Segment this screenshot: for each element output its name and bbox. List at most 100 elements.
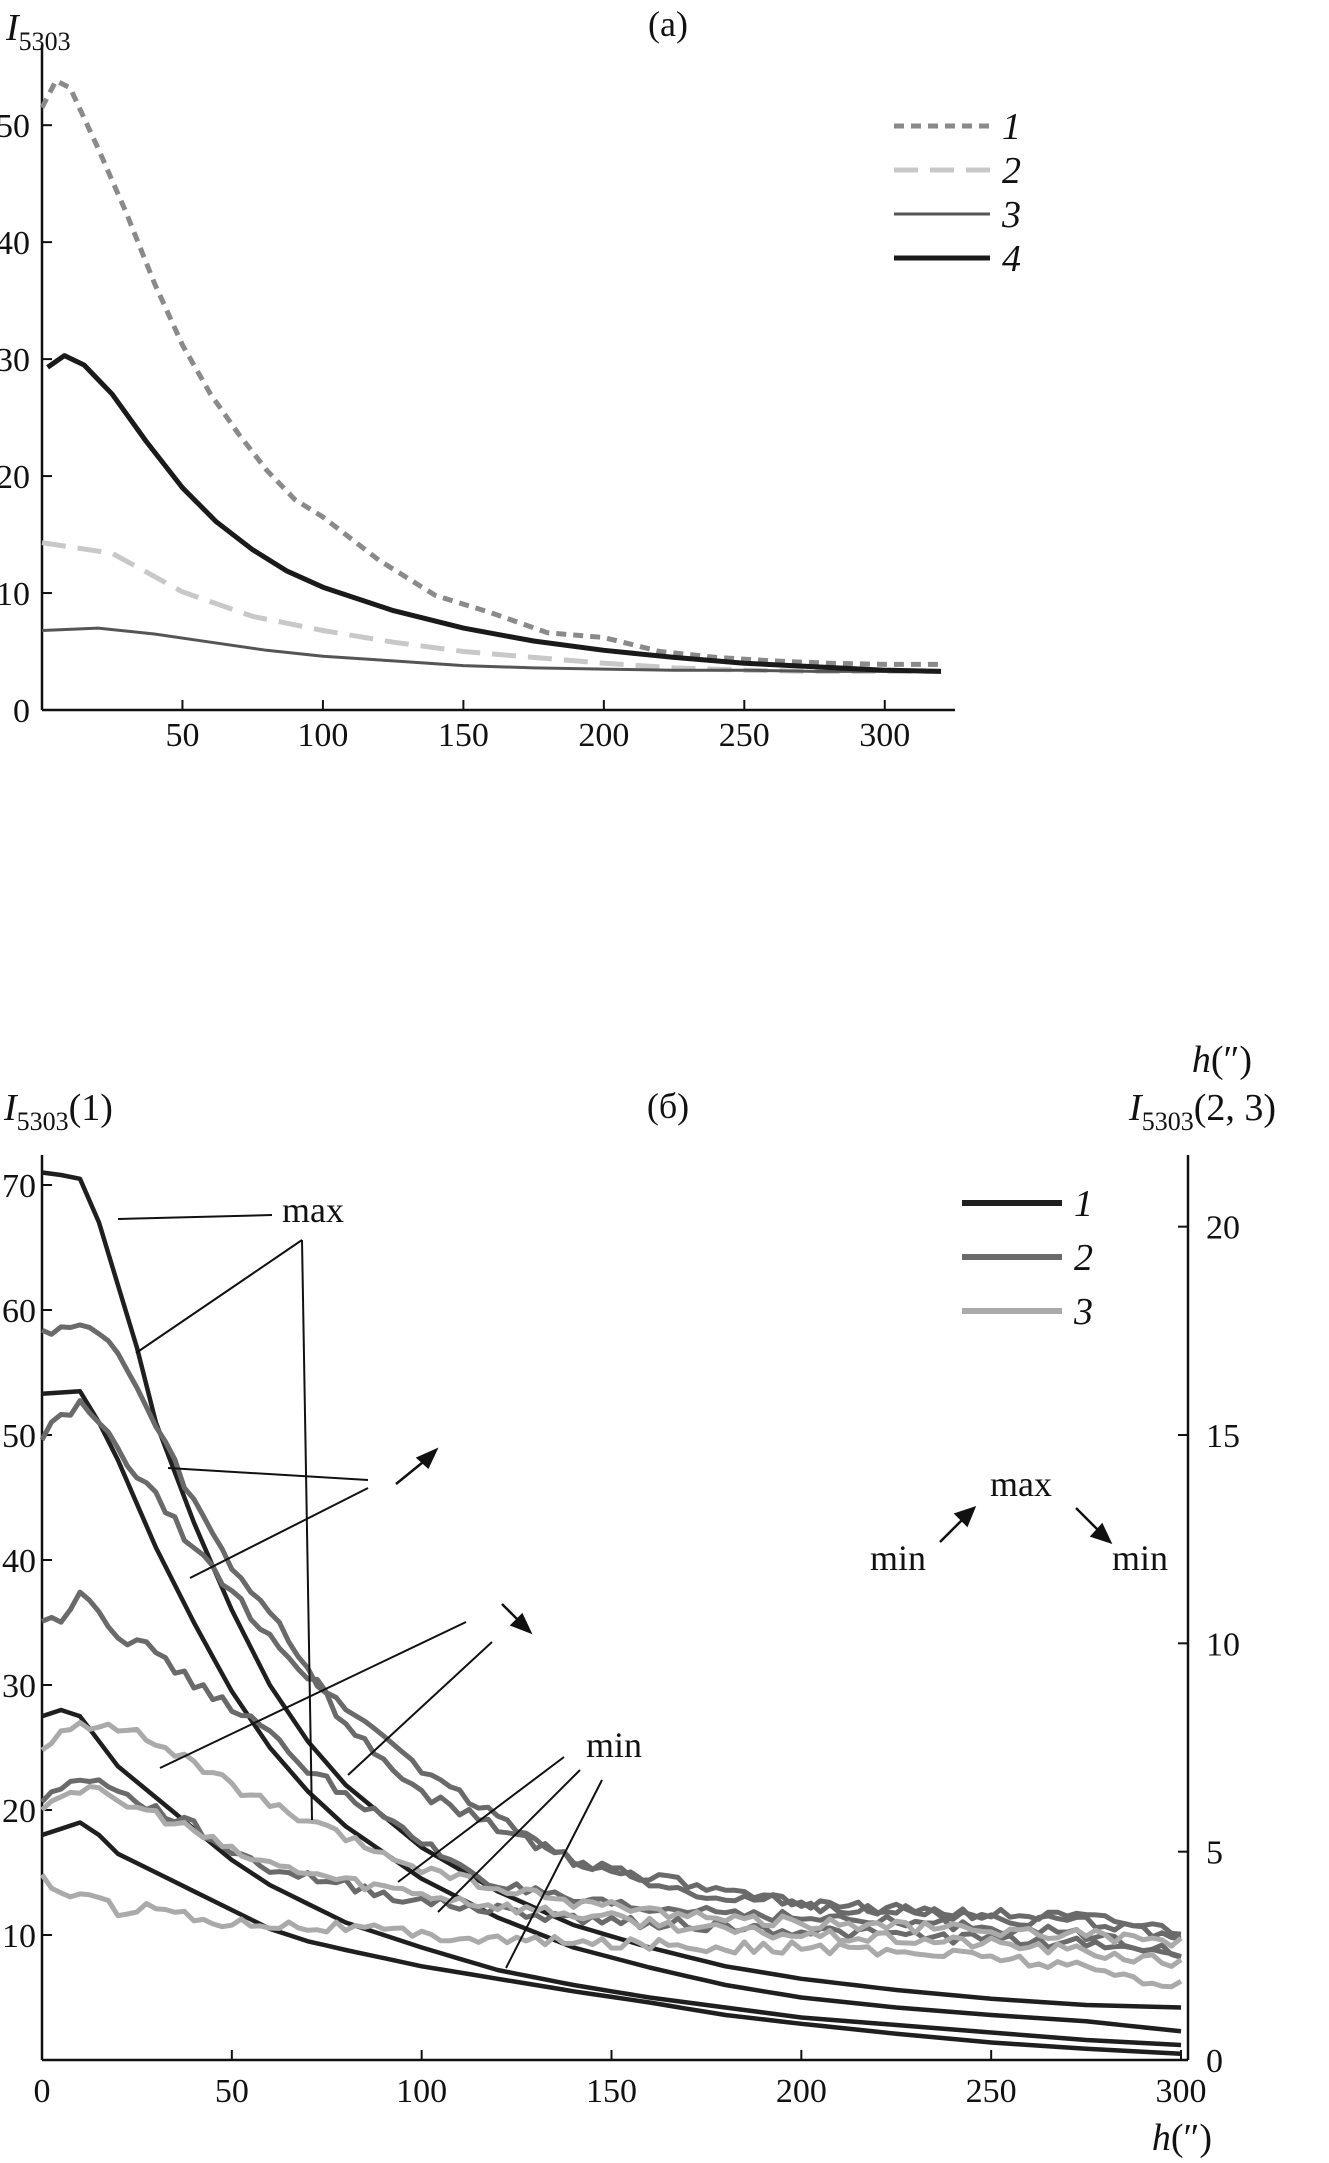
panel-a-label: (a) (648, 4, 688, 44)
panel-b-y-right-tick-label: 5 (1206, 1835, 1223, 1872)
panel-b-series (39, 1170, 1183, 2057)
panel-b-y-left-tick-label: 40 (2, 1543, 36, 1580)
panel-b-x-axis-title-main: h (1152, 2117, 1171, 2159)
panel-a-y-tick-label: 20 (0, 459, 30, 496)
panel-a-legend-label-4: 4 (1002, 238, 1021, 280)
panel-b-x-tick-label: 50 (215, 2073, 249, 2110)
panel-b-x-tick-label: 250 (966, 2073, 1017, 2110)
panel-a-legend-label-3: 3 (1001, 194, 1021, 236)
panel-b-x-tick-label: 100 (396, 2073, 447, 2110)
annotation-max: max (282, 1190, 344, 1230)
panel-b-series-2-line (39, 1398, 1182, 1942)
panel-b-y-left-title-sub: 5303 (17, 1107, 69, 1136)
panel-b-x-axis-title: h(″) (1152, 2117, 1212, 2159)
arrow-max-to-min-head-icon (1089, 1522, 1113, 1545)
leader-up-1 (167, 1467, 369, 1481)
panel-a-x-tick-label: 100 (297, 717, 348, 754)
panel-b-y-left-tick-label: 60 (2, 1293, 36, 1330)
panel-b-x-ticks: 0 50 100 150 200 250 300 (34, 2050, 1207, 2110)
panel-b-x-axis-title-unit: (″) (1171, 2117, 1212, 2159)
panel-b-series-1-line (41, 1820, 1182, 2057)
leader-down-2 (347, 1641, 493, 1776)
panel-b-legend-label-2: 2 (1074, 1237, 1093, 1279)
panel-b-x-tick-label: 150 (586, 2073, 637, 2110)
panel-a-x-axis-title-main: h (1192, 1039, 1211, 1081)
panel-a-y-tick-label: 30 (0, 342, 30, 379)
leader-min-1 (397, 1756, 565, 1883)
panel-b-y-right-ticks: 0 5 10 15 20 (1178, 1210, 1240, 2080)
panel-a-series-1-line (39, 78, 941, 667)
panel-a-legend-label-1: 1 (1002, 106, 1021, 148)
leader-max-2 (135, 1239, 303, 1354)
annotation-min: min (586, 1725, 642, 1765)
annotation-scheme-max: max (990, 1464, 1052, 1504)
panel-a-x-tick-label: 300 (859, 717, 910, 754)
panel-b-legend-label-1: 1 (1074, 1183, 1093, 1225)
panel-a-y-tick-label: 0 (13, 693, 30, 730)
panel-b-series-1-line (41, 1170, 1182, 2010)
panel-a-x-tick-label: 150 (438, 717, 489, 754)
arrow-down-head-icon (509, 1612, 533, 1635)
annotation-scheme-min-right: min (1112, 1538, 1168, 1578)
panel-b-y-left-title-main: I (3, 1087, 19, 1129)
panel-a-series-2-line (41, 540, 941, 674)
panel-b: (б) I5303(1) I5303(2, 3) h(″) 0 50 100 150 2… (2, 1086, 1276, 2159)
panel-b-y-right-tick-label: 10 (1206, 1626, 1240, 1663)
leader-max-3 (301, 1239, 313, 1821)
panel-b-y-right-axis-title: I5303(2, 3) (1128, 1087, 1276, 1136)
panel-b-arrows (395, 1447, 1113, 1635)
panel-a-legend-label-2: 2 (1002, 150, 1021, 192)
arrow-min-to-max-head-icon (953, 1505, 977, 1528)
panel-b-series-3-line (39, 1873, 1183, 1990)
panel-b-y-right-tick-label: 15 (1206, 1418, 1240, 1455)
leader-up-2 (189, 1487, 369, 1579)
panel-a-x-ticks: 50 100 150 200 250 300 (165, 700, 910, 754)
panel-b-label: (б) (647, 1086, 689, 1126)
panel-a-x-axis-title-unit: (″) (1211, 1039, 1252, 1081)
panel-b-series-3-line (40, 1784, 1183, 1969)
panel-b-y-right-title-suffix: (2, 3) (1194, 1087, 1276, 1129)
leader-max-1 (117, 1214, 273, 1220)
panel-a-series-4-line (46, 353, 942, 674)
annotation-scheme-min-left: min (870, 1538, 926, 1578)
panel-b-y-left-axis-title: I5303(1) (3, 1087, 113, 1136)
arrow-up-head-icon (415, 1447, 439, 1470)
panel-a-y-tick-label: 50 (0, 108, 30, 145)
panel-a-y-tick-label: 10 (0, 576, 30, 613)
panel-b-y-left-tick-label: 50 (2, 1418, 36, 1455)
panel-b-y-right-tick-label: 0 (1206, 2043, 1223, 2080)
panel-a-x-axis-title: h(″) (1192, 1039, 1252, 1081)
panel-b-series-1-line (41, 1389, 1182, 2034)
panel-b-series-2-line (40, 1777, 1182, 1960)
panel-b-series-3-line (40, 1720, 1183, 1949)
panel-b-y-left-tick-label: 30 (2, 1668, 36, 1705)
panel-b-y-left-ticks: 10 20 30 40 50 60 70 (2, 1168, 52, 1955)
panel-b-legend-label-3: 3 (1073, 1291, 1093, 1333)
panel-b-legend: 1 2 3 (962, 1183, 1093, 1333)
panel-a-x-tick-label: 50 (165, 717, 199, 754)
panel-b-y-right-tick-label: 20 (1206, 1210, 1240, 1247)
leader-min-3 (505, 1779, 603, 1969)
panel-b-x-tick-label: 0 (34, 2073, 51, 2110)
panel-b-y-left-tick-label: 70 (2, 1168, 36, 1205)
panel-b-y-left-tick-label: 10 (2, 1918, 36, 1955)
panel-a-series-3-line (41, 626, 941, 673)
panel-b-x-tick-label: 200 (776, 2073, 827, 2110)
panel-a: (a) I5303 h(″) 50 100 150 200 250 300 0102030… (0, 4, 1252, 1081)
panel-a-y-tick-label: 40 (0, 225, 30, 262)
panel-b-y-right-title-main: I (1128, 1087, 1144, 1129)
leader-down-1 (159, 1621, 467, 1769)
panel-a-x-tick-label: 250 (719, 717, 770, 754)
panel-b-y-right-title-sub: 5303 (1142, 1107, 1194, 1136)
panel-a-x-tick-label: 200 (578, 717, 629, 754)
panel-a-y-axis-title-main: I (5, 7, 21, 49)
panel-b-series-1-line (41, 1707, 1182, 2048)
leader-min-2 (437, 1769, 581, 1913)
panel-b-x-tick-label: 300 (1156, 2073, 1207, 2110)
panel-b-annotation-leaders (117, 1214, 603, 1969)
panel-a-y-axis-title-sub: 5303 (19, 27, 71, 56)
panel-b-y-left-tick-label: 20 (2, 1793, 36, 1830)
panel-a-series (39, 78, 942, 674)
